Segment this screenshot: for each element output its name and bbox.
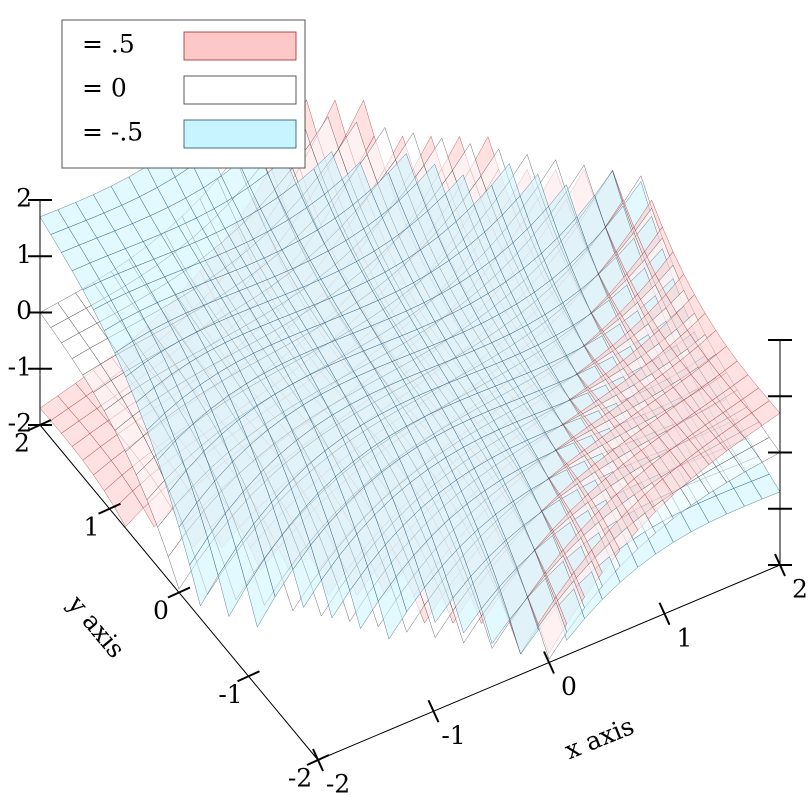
y-tick-label: 0 (153, 596, 169, 625)
z-tick-label: 2 (16, 184, 32, 213)
y-tick (167, 586, 191, 599)
x-tick-label: -2 (326, 770, 350, 799)
legend-label: = 0 (82, 74, 127, 103)
legend: = .5 = 0 = -.5 (61, 19, 306, 169)
y-tick-label: 2 (14, 429, 30, 458)
legend-label: = -.5 (82, 118, 143, 147)
surface-cell (321, 555, 351, 619)
legend-swatch (183, 75, 297, 105)
surface-cell (189, 537, 219, 607)
x-tick-label: -1 (441, 721, 465, 750)
surface-cell (114, 490, 144, 528)
y-axis-label: y axis (62, 589, 131, 663)
surface-cell (424, 565, 454, 623)
x-tick (543, 651, 555, 674)
surface-cell (481, 586, 511, 645)
surface-cell (292, 544, 322, 608)
surface-cell (538, 601, 568, 660)
y-tick-label: -1 (218, 680, 242, 709)
legend-swatch (183, 31, 297, 61)
x-tick-label: 2 (792, 575, 808, 604)
surfaces (39, 99, 781, 660)
surface-cell (452, 575, 482, 634)
surface-cell (349, 565, 379, 630)
z-tick-label: 1 (16, 240, 32, 269)
y-tick (98, 502, 121, 515)
y-tick-label: -2 (288, 764, 312, 793)
surface-cell (217, 547, 247, 618)
y-tick (306, 754, 330, 766)
x-axis-label: x axis (560, 711, 638, 765)
x-tick (427, 699, 440, 723)
z-tick-label: 0 (16, 296, 32, 325)
z-tick-label: -1 (8, 352, 32, 381)
x-tick (658, 602, 671, 626)
x-tick-label: 1 (677, 623, 693, 652)
surface-cell (377, 576, 407, 640)
surface-cell (509, 597, 539, 655)
x-tick-label: 0 (561, 672, 577, 701)
z-tick-label: -2 (8, 409, 32, 438)
y-tick (237, 670, 260, 683)
surface-cell (246, 558, 276, 628)
y-tick-label: 1 (84, 512, 100, 541)
legend-label: = .5 (82, 30, 135, 59)
legend-swatch (183, 119, 297, 149)
